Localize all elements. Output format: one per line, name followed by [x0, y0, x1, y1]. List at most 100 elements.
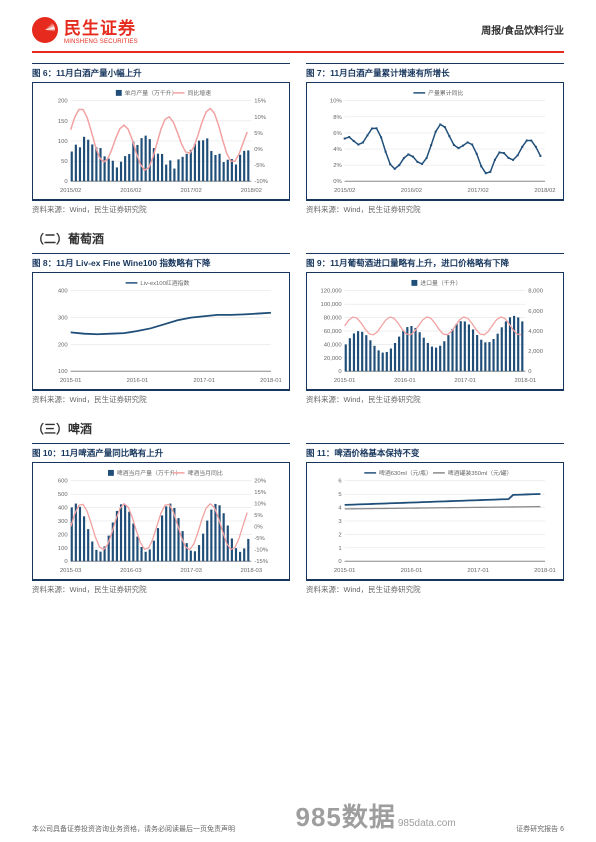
svg-text:200: 200: [58, 99, 69, 105]
svg-text:6,000: 6,000: [528, 309, 543, 315]
svg-text:2016-01: 2016-01: [401, 568, 423, 574]
svg-text:2,000: 2,000: [528, 349, 543, 355]
fig8: 图 8：11月 Liv-ex Fine Wine100 指数略有下降 100 20…: [32, 253, 290, 408]
svg-text:2017-01: 2017-01: [454, 378, 476, 384]
fig7: 图 7：11月白酒产量累计增速有所增长 0%2%4%6%8%10%2015/02…: [306, 63, 564, 218]
svg-text:6: 6: [338, 479, 342, 485]
svg-text:0: 0: [64, 179, 68, 185]
logo-swirl-icon: [32, 17, 58, 43]
svg-text:4,000: 4,000: [528, 329, 543, 335]
svg-text:单月产量（万千升）: 单月产量（万千升）: [125, 89, 178, 97]
header-right: 周报/食品饮料行业: [481, 22, 564, 37]
chart-body: 050100150200-10%-5%0%5%10%15%2015/022016…: [32, 82, 290, 200]
svg-text:10%: 10%: [254, 502, 267, 508]
svg-text:5: 5: [338, 492, 342, 498]
content-area: 图 6：11月白酒产量小幅上升 050100150200-10%-5%0%5%1…: [0, 63, 596, 598]
svg-text:200: 200: [58, 532, 69, 538]
svg-text:2017/02: 2017/02: [180, 188, 201, 194]
section-beer: （三）啤酒: [32, 412, 564, 443]
fig9: 图 9：11月葡萄酒进口量略有上升，进口价格略有下降 020,00040,000…: [306, 253, 564, 408]
fig-source: 资料来源：Wind，民生证券研究院: [32, 200, 290, 218]
svg-text:-5%: -5%: [254, 163, 265, 169]
svg-text:2017/02: 2017/02: [468, 188, 489, 194]
fig6: 图 6：11月白酒产量小幅上升 0 50 100 150 200 -10% -5% 0% 5% 1…: [32, 63, 290, 218]
svg-text:100: 100: [58, 546, 69, 552]
svg-text:15%: 15%: [254, 490, 267, 496]
svg-text:5%: 5%: [254, 513, 263, 519]
header-rule: [32, 51, 564, 53]
chart-body: 01234562015-012016-012017-012018-01啤酒630…: [306, 462, 564, 580]
brand-cn: 民生证券: [64, 14, 138, 39]
svg-text:同比增速: 同比增速: [188, 89, 212, 97]
fig-title: 图 6：11月白酒产量小幅上升: [32, 63, 290, 82]
brand-en: MINSHENG SECURITIES: [64, 39, 138, 45]
svg-text:5%: 5%: [254, 131, 263, 137]
page-footer: 本公司具备证券投资咨询业务资格，请务必阅读最后一页免责声明 985数据 985d…: [32, 797, 564, 834]
svg-text:8%: 8%: [333, 115, 342, 121]
svg-text:0: 0: [338, 369, 342, 375]
fig-title: 图 8：11月 Liv-ex Fine Wine100 指数略有下降: [32, 253, 290, 272]
svg-text:2015-01: 2015-01: [60, 378, 82, 384]
svg-text:20%: 20%: [254, 479, 267, 485]
fig-title: 图 11：啤酒价格基本保持不变: [306, 443, 564, 462]
row-fig8-fig9: 图 8：11月 Liv-ex Fine Wine100 指数略有下降 100 20…: [32, 253, 564, 408]
watermark-sub: 985data.com: [398, 818, 456, 829]
svg-text:120,000: 120,000: [320, 289, 342, 295]
svg-text:40,000: 40,000: [324, 342, 343, 348]
svg-text:0%: 0%: [254, 147, 263, 153]
svg-text:100: 100: [58, 369, 69, 375]
svg-text:400: 400: [58, 289, 69, 295]
svg-text:2018/02: 2018/02: [241, 188, 262, 194]
fig-source: 资料来源：Wind，民生证券研究院: [32, 390, 290, 408]
svg-text:3: 3: [338, 519, 342, 525]
svg-text:2015-01: 2015-01: [334, 568, 356, 574]
svg-text:2015-03: 2015-03: [60, 568, 82, 574]
svg-text:100,000: 100,000: [320, 302, 342, 308]
svg-text:啤酒当月产量（万千升）: 啤酒当月产量（万千升）: [117, 469, 182, 477]
svg-text:1: 1: [338, 546, 341, 552]
footer-left: 本公司具备证券投资咨询业务资格，请务必阅读最后一页免责声明: [32, 824, 235, 834]
svg-text:-15%: -15%: [254, 559, 268, 565]
svg-text:啤酒630ml（元/瓶）: 啤酒630ml（元/瓶）: [379, 469, 432, 477]
chart-body: 0%2%4%6%8%10%2015/022016/022017/022018/0…: [306, 82, 564, 200]
svg-text:2%: 2%: [333, 163, 342, 169]
footer-right: 证券研究报告 6: [516, 824, 564, 834]
svg-text:600: 600: [58, 479, 69, 485]
fig-title: 图 10：11月啤酒产量同比略有上升: [32, 443, 290, 462]
section-wine: （二）葡萄酒: [32, 222, 564, 253]
fig10: 图 10：11月啤酒产量同比略有上升 0100200300400500600-1…: [32, 443, 290, 598]
svg-text:8,000: 8,000: [528, 289, 543, 295]
fig-source: 资料来源：Wind，民生证券研究院: [306, 200, 564, 218]
fig-source: 资料来源：Wind，民生证券研究院: [306, 390, 564, 408]
page-header: 民生证券 MINSHENG SECURITIES 周报/食品饮料行业: [0, 0, 596, 51]
watermark: 985数据: [295, 802, 395, 832]
fig-title: 图 7：11月白酒产量累计增速有所增长: [306, 63, 564, 82]
fig-source: 资料来源：Wind，民生证券研究院: [32, 580, 290, 598]
svg-text:60,000: 60,000: [324, 329, 343, 335]
svg-text:80,000: 80,000: [324, 316, 343, 322]
svg-text:-10%: -10%: [254, 179, 268, 185]
svg-text:6%: 6%: [333, 131, 342, 137]
svg-text:产量累计同比: 产量累计同比: [428, 89, 463, 97]
svg-text:500: 500: [58, 492, 69, 498]
svg-text:啤酒当月同比: 啤酒当月同比: [188, 469, 223, 477]
svg-text:150: 150: [58, 119, 69, 125]
svg-text:进口量（千升）: 进口量（千升）: [420, 279, 461, 287]
svg-text:15%: 15%: [254, 99, 267, 105]
svg-text:10%: 10%: [330, 99, 343, 105]
svg-text:100: 100: [58, 139, 69, 145]
svg-text:0: 0: [528, 369, 532, 375]
svg-text:2018-03: 2018-03: [241, 568, 263, 574]
svg-text:2018-01: 2018-01: [515, 378, 537, 384]
svg-text:2016/02: 2016/02: [401, 188, 422, 194]
svg-text:2016-01: 2016-01: [394, 378, 416, 384]
svg-text:Liv-ex100红酒指数: Liv-ex100红酒指数: [140, 279, 189, 287]
svg-text:400: 400: [58, 506, 69, 512]
svg-text:4: 4: [338, 506, 342, 512]
fig-source: 资料来源：Wind，民生证券研究院: [306, 580, 564, 598]
svg-text:20,000: 20,000: [324, 356, 343, 362]
svg-text:0: 0: [338, 559, 342, 565]
svg-text:啤酒罐装350ml（元/罐）: 啤酒罐装350ml（元/罐）: [448, 469, 513, 477]
svg-text:50: 50: [61, 159, 68, 165]
svg-text:2017-01: 2017-01: [467, 568, 489, 574]
